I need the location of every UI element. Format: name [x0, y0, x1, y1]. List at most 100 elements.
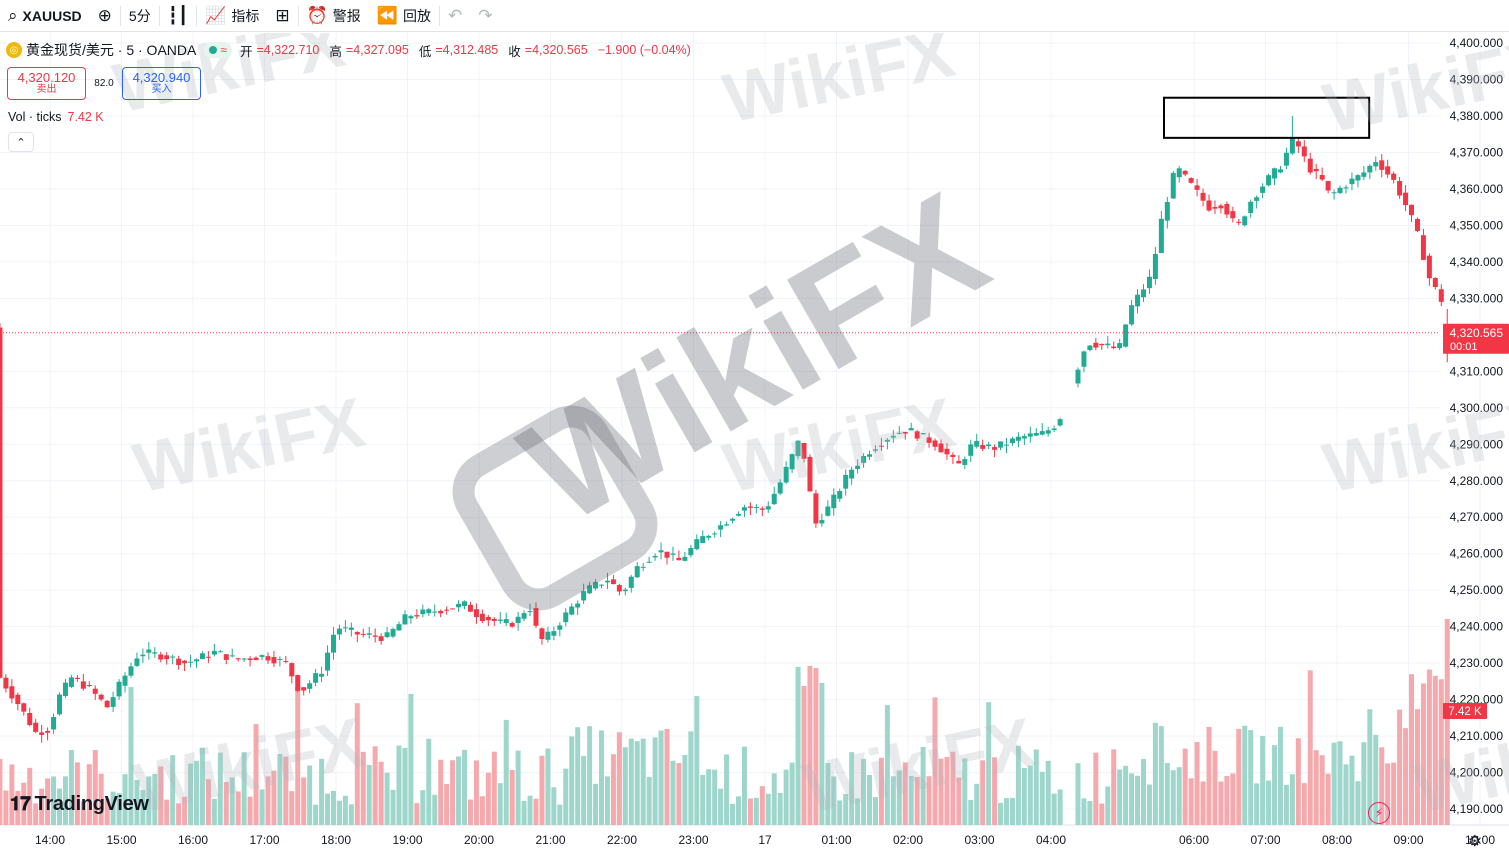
- volume-bar: [15, 790, 21, 825]
- candle-body: [640, 566, 646, 568]
- toolbar-divider: [438, 5, 440, 26]
- candle-body: [944, 448, 950, 455]
- volume-bar: [253, 724, 259, 825]
- price-axis-label: 4,370.000: [1450, 145, 1504, 159]
- volume-bar: [68, 750, 74, 825]
- buy-button[interactable]: 4,320.940 买入: [122, 67, 201, 100]
- lightning-icon[interactable]: ⚡: [1368, 802, 1390, 824]
- volume-bar: [688, 731, 694, 825]
- volume-legend[interactable]: Vol · ticks 7.42 K: [8, 110, 104, 124]
- volume-bar: [1391, 762, 1397, 825]
- candle-body: [872, 449, 878, 451]
- candle-body: [622, 589, 628, 592]
- candle-body: [366, 633, 372, 635]
- candle-body: [914, 431, 920, 439]
- chart-type-button[interactable]: ┇┃: [160, 0, 196, 32]
- time-axis-label: 03:00: [964, 833, 994, 847]
- volume-bar: [1355, 781, 1361, 825]
- candle-body: [956, 460, 962, 464]
- redo-button[interactable]: ↷: [470, 0, 500, 32]
- collapse-legend-button[interactable]: ⌃: [8, 132, 34, 152]
- volume-bar: [62, 776, 68, 825]
- candle-body: [491, 618, 497, 622]
- candle-body: [610, 579, 616, 585]
- tradingview-logo[interactable]: 𝟏𝟕 TradingView: [10, 793, 149, 816]
- candle-body: [563, 612, 569, 623]
- volume-bar: [164, 799, 170, 825]
- candle-body: [92, 688, 98, 694]
- volume-series: [0, 618, 1450, 825]
- volume-bar: [456, 756, 462, 825]
- candle-body: [1027, 433, 1033, 437]
- volume-bar: [110, 791, 116, 825]
- alert-button[interactable]: ⏰ 警报: [299, 0, 369, 32]
- layouts-button[interactable]: ⊞: [267, 0, 297, 32]
- volume-bar: [634, 741, 640, 825]
- volume-bar: [837, 800, 843, 825]
- compare-button[interactable]: ⊕: [90, 0, 120, 32]
- volume-bar: [825, 763, 831, 825]
- indicators-button[interactable]: 📈 指标: [197, 0, 267, 32]
- volume-bar: [980, 760, 986, 825]
- volume-bar: [146, 776, 152, 825]
- candle-body: [789, 454, 795, 470]
- price-axis-label: 4,340.000: [1450, 255, 1504, 269]
- candle-body: [1337, 187, 1343, 193]
- time-axis-label: 01:00: [821, 833, 851, 847]
- gear-icon[interactable]: ⚙: [1468, 833, 1482, 850]
- market-status-badge[interactable]: ≈: [204, 42, 232, 58]
- close-key: 收: [508, 44, 521, 59]
- candle-body: [360, 633, 366, 635]
- volume-bar: [122, 774, 128, 825]
- candle-body: [1164, 202, 1170, 221]
- volume-bar: [408, 694, 414, 825]
- volume-bar: [724, 754, 730, 825]
- candle-body: [0, 327, 3, 678]
- symbol-search[interactable]: ⌕ XAUUSD: [0, 0, 90, 32]
- volume-bar: [878, 757, 884, 825]
- candle-body: [1152, 253, 1158, 280]
- undo-button[interactable]: ↶: [440, 0, 470, 32]
- replay-button[interactable]: ⏪ 回放: [369, 0, 439, 32]
- candle-body: [1289, 137, 1295, 154]
- candle-body: [652, 555, 658, 558]
- price-chart[interactable]: 4,400.000 4,390.000 4,380.000 4,370.000 4,36…: [0, 33, 1509, 855]
- volume-last-label: 7.42 K: [1448, 706, 1482, 718]
- candle-body: [1230, 211, 1236, 219]
- volume-bar: [1176, 767, 1182, 825]
- volume-bar: [0, 758, 3, 825]
- candle-body: [473, 609, 479, 618]
- candle-body: [801, 442, 807, 459]
- volume-bar: [914, 776, 920, 825]
- volume-bar: [646, 776, 652, 825]
- series-title[interactable]: 黄金现货/美元 · 5 · OANDA: [26, 42, 197, 58]
- candle-body: [581, 591, 587, 601]
- time-axis-label: 20:00: [464, 833, 494, 847]
- candle-body: [902, 431, 908, 434]
- interval-button[interactable]: 5分: [121, 0, 159, 32]
- time-axis-label: 21:00: [535, 833, 565, 847]
- volume-bar: [51, 776, 57, 825]
- volume-bar: [551, 787, 557, 825]
- volume-bar: [545, 748, 551, 825]
- candle-body: [694, 539, 700, 550]
- candle-body: [1105, 343, 1111, 346]
- candle-body: [688, 547, 694, 556]
- grid-icon: ⊞: [275, 6, 290, 25]
- volume-bar: [1117, 769, 1123, 825]
- candle-body: [205, 656, 211, 658]
- price-axis-label: 4,360.000: [1450, 182, 1504, 196]
- buy-label: 买入: [151, 84, 172, 96]
- candle-body: [771, 493, 777, 505]
- alarm-clock-icon: ⏰: [306, 6, 328, 25]
- volume-bar: [509, 770, 515, 825]
- candle-body: [1277, 169, 1283, 173]
- time-axis-label: 04:00: [1036, 833, 1066, 847]
- volume-bar: [730, 803, 736, 825]
- volume-bar: [235, 791, 241, 825]
- candle-body: [1385, 166, 1391, 175]
- candle-body: [1355, 175, 1361, 181]
- candle-body: [265, 656, 271, 661]
- volume-bar: [1307, 670, 1313, 825]
- sell-button[interactable]: 4,320.120 卖出: [7, 67, 86, 100]
